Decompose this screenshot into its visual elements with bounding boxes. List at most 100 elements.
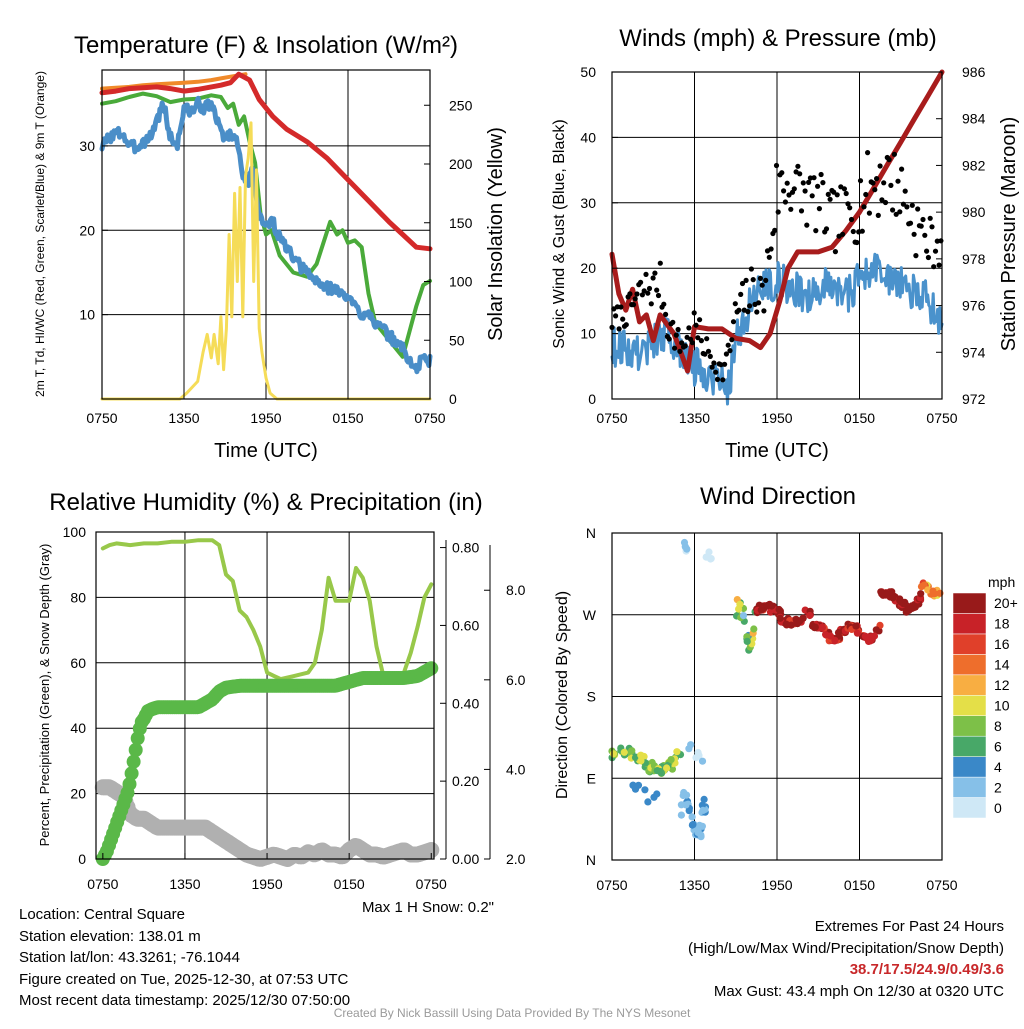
winds-gust-point [899,166,905,172]
colorbar-swatch [952,715,987,737]
direction-point [889,594,897,602]
winds-gust-point [682,343,688,349]
winds-ytick-label: 30 [580,195,596,211]
winds-gust-point [679,340,685,346]
temperature-xtick-label: 1950 [250,410,281,426]
direction-xtick-label: 0750 [926,877,957,893]
temperature-xtick-label: 1350 [168,410,199,426]
winds-gust-point [861,204,867,210]
winds-gust-point [638,279,644,285]
winds-gust-point [729,337,735,343]
winds-gust-point [902,188,908,194]
winds-gust-point [859,228,865,234]
winds-ytick-right-label: 976 [962,298,986,314]
winds-gust-point [616,326,622,332]
winds-xtick-label: 0150 [844,410,875,426]
winds-ytick-label: 40 [580,129,596,145]
colorbar-swatch [952,776,987,798]
winds-gust-point [863,191,869,198]
direction-xtick-label: 1350 [679,877,710,893]
colorbar-label: 12 [994,677,1010,693]
winds-gust-point [763,277,769,283]
winds-ytick-label: 10 [580,326,596,342]
winds-gust-point [802,188,808,194]
winds-ytick-right-label: 984 [962,111,986,127]
winds-gust-point [645,290,651,296]
humidity-point [424,661,439,676]
direction-point [705,548,713,556]
winds-gust-point [870,180,876,186]
direction-ytick-label: W [583,607,597,623]
direction-point [656,768,665,776]
humidity-ytick-label: 100 [63,524,87,540]
winds-gust-point [840,231,846,237]
winds-gust-point [736,307,742,313]
temperature-xlabel: Time (UTC) [214,440,318,462]
winds-gust-point [782,199,789,205]
temperature-ytick-right-label: 100 [449,274,473,290]
colorbar-swatch [952,592,987,614]
direction-point [750,625,758,633]
direction-point [782,620,790,628]
direction-point [699,806,707,815]
colorbar-swatch [952,613,987,635]
humidity-title: Relative Humidity (%) & Precipitation (i… [49,489,482,516]
winds-ytick-label: 0 [588,391,596,407]
direction-colorbar: 0 2 4 6 8 10 12 14 16 18 20+ mph [952,574,1018,819]
direction-point [679,791,687,800]
winds-gust-point [897,209,903,215]
winds-gust-point [697,317,703,323]
direction-point [852,622,860,630]
humidity-point [126,754,141,769]
direction-point [776,614,784,622]
humidity-point [122,777,137,792]
winds-gust-point [881,180,887,186]
direction-point [826,632,835,640]
winds-gust-point [672,345,678,351]
winds-gust-point [707,353,713,359]
winds-gust-point [918,223,924,229]
temperature-ytick-right-label: 250 [449,97,473,113]
winds-gust-point [784,180,790,186]
winds-gust-point [938,238,944,244]
winds-gust-point [854,239,860,246]
winds-gust-point [843,190,849,197]
humidity-xtick-label: 1950 [251,876,282,892]
colorbar-label: 10 [994,698,1010,714]
winds-gust-point [639,292,646,298]
direction-point [896,596,904,605]
direction-point [831,636,839,645]
humidity-ytick-far-label: 4.0 [506,761,526,777]
winds-gust-point [804,222,810,228]
figure-created: Figure created on Tue, 2025-12-30, at 07… [19,970,349,988]
humidity-ytick-label: 20 [70,786,86,802]
winds-gust-point [875,212,881,218]
direction-point [682,801,690,809]
humidity-ytick-label: 60 [70,655,86,671]
winds-gust-point [618,304,624,310]
winds-gust-point [779,170,785,176]
direction-point [743,637,751,646]
humidity-frame [95,531,435,860]
winds-gust-point [818,171,824,178]
colorbar-swatch [952,633,987,655]
direction-point [698,757,707,765]
direction-point [698,822,707,830]
winds-gust-point [845,201,851,207]
winds-ytick-right-label: 982 [962,157,986,173]
temperature-ylabel-right: Solar Insolation (Yellow) [485,127,507,341]
winds-gust-point [657,260,663,266]
winds-gust-point [825,191,831,197]
winds-gust-point [904,204,910,210]
direction-point [631,785,640,793]
winds-gust-point [714,376,721,382]
direction-point [757,606,765,614]
winds-gust-point [650,275,656,281]
temperature-series-2m-t [99,71,433,252]
winds-gust-point [929,224,935,230]
winds-gust-point [689,340,696,346]
colorbar-label: 16 [994,636,1010,652]
direction-point [917,590,925,598]
temperature-xtick-label: 0750 [86,410,117,426]
